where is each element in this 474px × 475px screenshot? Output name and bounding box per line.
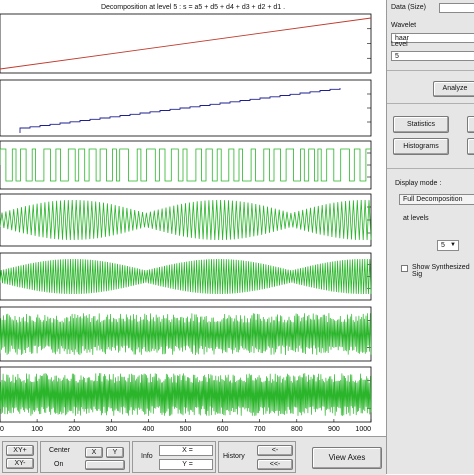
x-tick-label: 0	[0, 426, 4, 433]
statistics-button[interactable]: Statistics	[393, 116, 449, 133]
panel-a5[interactable]	[0, 13, 372, 74]
x-tick-label: 500	[180, 426, 192, 433]
x-tick-label: 100	[31, 426, 43, 433]
center-xy-button[interactable]	[85, 460, 125, 470]
separator	[387, 168, 474, 169]
zoom-group: XY+ XY-	[2, 441, 38, 473]
x-tick-label: 900	[328, 426, 340, 433]
plot-title: Decomposition at level 5 : s = a5 + d5 +…	[100, 4, 286, 11]
detail-signal-line	[0, 199, 372, 241]
chevron-down-icon: ▼	[450, 242, 456, 248]
separator	[387, 103, 474, 104]
levels-select[interactable]: 5 ▼	[437, 240, 459, 251]
data-size-label: Data (Size)	[391, 4, 427, 11]
center-group: Center On X Y	[40, 441, 130, 473]
level-label: Level	[391, 41, 408, 48]
x-tick-label: 300	[105, 426, 117, 433]
panel-d3[interactable]	[0, 193, 372, 247]
zoom-in-xy-button[interactable]: XY+	[6, 445, 34, 456]
history-label: History	[223, 453, 245, 460]
x-tick-label: 800	[291, 426, 303, 433]
levels-value: 5	[441, 242, 445, 249]
info-label: Info	[141, 453, 153, 460]
level-field[interactable]: 5	[391, 51, 474, 61]
wavelet-label: Wavelet	[391, 22, 417, 29]
detail-signal-line	[0, 148, 371, 182]
data-size-field[interactable]	[439, 3, 474, 13]
zoom-out-xy-button[interactable]: XY-	[6, 458, 34, 469]
x-tick-label: 700	[254, 426, 266, 433]
at-levels-label: at levels	[403, 215, 429, 222]
hist-extra-button[interactable]	[467, 138, 474, 155]
approximation-line	[0, 17, 372, 70]
x-tick-label: 200	[68, 426, 80, 433]
panel-d1[interactable]	[0, 306, 372, 362]
info-x-field: X =	[159, 445, 213, 456]
panel-d4[interactable]	[0, 140, 372, 190]
panel-signal[interactable]	[0, 366, 372, 423]
control-panel: Data (Size) Wavelet haar Level 5 Analyze…	[386, 0, 474, 474]
stats-extra-button[interactable]	[467, 116, 474, 133]
center-x-button[interactable]: X	[85, 447, 103, 458]
history-back-button[interactable]: <-	[257, 445, 293, 456]
center-on-label: On	[54, 461, 64, 468]
wavelet-field[interactable]: haar	[391, 33, 474, 43]
x-tick-label: 600	[217, 426, 229, 433]
decomposition-plots[interactable]: 0 100 200 300 400 500 600 700 800 900 1000	[0, 0, 386, 436]
detail-signal-line	[0, 373, 372, 416]
show-synth-checkbox[interactable]	[401, 265, 408, 272]
analyze-button[interactable]: Analyze	[433, 81, 474, 97]
history-back-all-button[interactable]: <<-	[257, 459, 293, 470]
x-tick-label: 400	[143, 426, 155, 433]
bottom-toolbar: XY+ XY- Center On X Y Info X = Y = Histo…	[0, 436, 386, 475]
panel-d5[interactable]	[0, 79, 372, 137]
detail-5-line	[19, 88, 341, 133]
display-mode-select[interactable]: Full Decomposition	[399, 194, 474, 205]
x-tick-label: 1000	[355, 426, 371, 433]
detail-signal-line	[0, 258, 372, 295]
histograms-button[interactable]: Histograms	[393, 138, 449, 155]
history-group: History <- <<-	[218, 441, 296, 473]
view-axes-button[interactable]: View Axes	[312, 447, 382, 469]
show-synth-label: Show Synthesized Sig	[412, 264, 470, 278]
center-y-button[interactable]: Y	[106, 447, 124, 458]
separator	[387, 70, 474, 71]
panel-d2[interactable]	[0, 252, 372, 301]
decomposition-plot-area[interactable]: Decomposition at level 5 : s = a5 + d5 +…	[0, 0, 386, 436]
info-y-field: Y =	[159, 459, 213, 470]
center-label: Center	[49, 447, 71, 454]
display-mode-label: Display mode :	[395, 180, 442, 187]
info-group: Info X = Y =	[132, 441, 216, 473]
detail-signal-line	[0, 313, 372, 356]
